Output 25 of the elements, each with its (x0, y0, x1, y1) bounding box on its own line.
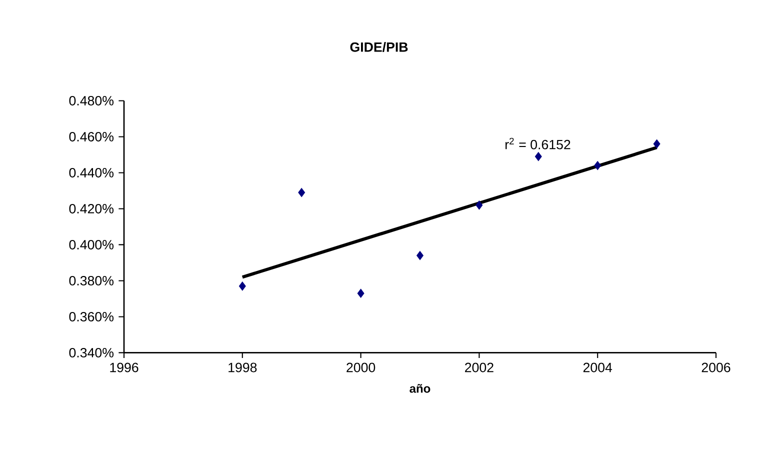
x-tick-label: 2000 (346, 362, 376, 372)
point (416, 250, 424, 260)
y-tick-label: 0.420% (69, 204, 114, 214)
point (238, 282, 246, 291)
y-tick-label: 0.460% (69, 132, 114, 142)
y-tick-label: 0.360% (69, 312, 114, 322)
y-tick-label: 0.340% (69, 348, 114, 358)
y-tick-label: 0.480% (69, 96, 114, 106)
point (298, 188, 306, 198)
y-tick-label: 0.400% (69, 240, 114, 250)
point (534, 152, 542, 162)
annotation: r$^{2}$ = 0.6152 (506, 138, 570, 150)
y-tick-label: 0.380% (69, 276, 114, 286)
point (357, 288, 364, 298)
point (594, 160, 602, 170)
point (653, 139, 660, 148)
point (476, 200, 483, 210)
x-axis-title: año (410, 384, 430, 393)
x-tick-label: 2006 (702, 362, 730, 372)
y-tick-label: 0.440% (69, 168, 114, 178)
x-tick-label: 1998 (228, 362, 257, 372)
x-tick-label: 1996 (110, 362, 138, 372)
x-tick-label: 2004 (583, 362, 612, 372)
chart-title: GIDE/PIB (350, 42, 408, 52)
x-tick-label: 2002 (465, 362, 494, 372)
